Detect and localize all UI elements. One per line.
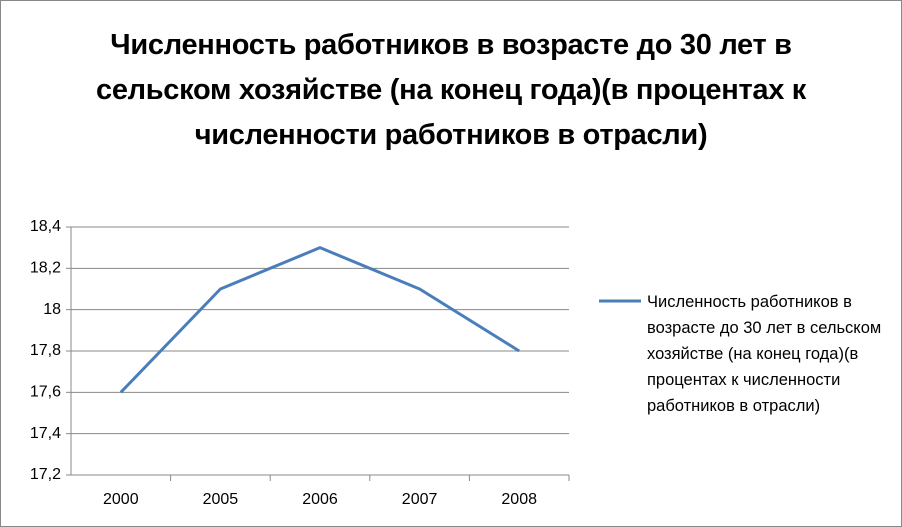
chart-title: Численность работников в возрасте до 30 … xyxy=(95,29,807,151)
y-tick-label: 17,4 xyxy=(30,425,61,442)
x-tick-label: 2006 xyxy=(302,491,338,508)
x-tick-label: 2007 xyxy=(402,491,438,508)
legend-label: Численность работников в возрасте до 30 … xyxy=(647,293,882,415)
series-line xyxy=(119,246,520,394)
y-tick-label: 17,6 xyxy=(30,384,61,401)
y-tick-label: 18 xyxy=(43,301,61,318)
y-tick-label: 18,4 xyxy=(30,218,61,235)
x-tick-label: 2008 xyxy=(501,491,537,508)
y-tick-label: 17,8 xyxy=(30,342,61,359)
x-tick-label: 2005 xyxy=(203,491,239,508)
y-tick-label: 18,2 xyxy=(30,260,61,277)
x-tick-label: 2000 xyxy=(103,491,139,508)
y-tick-label: 17,2 xyxy=(30,466,61,483)
